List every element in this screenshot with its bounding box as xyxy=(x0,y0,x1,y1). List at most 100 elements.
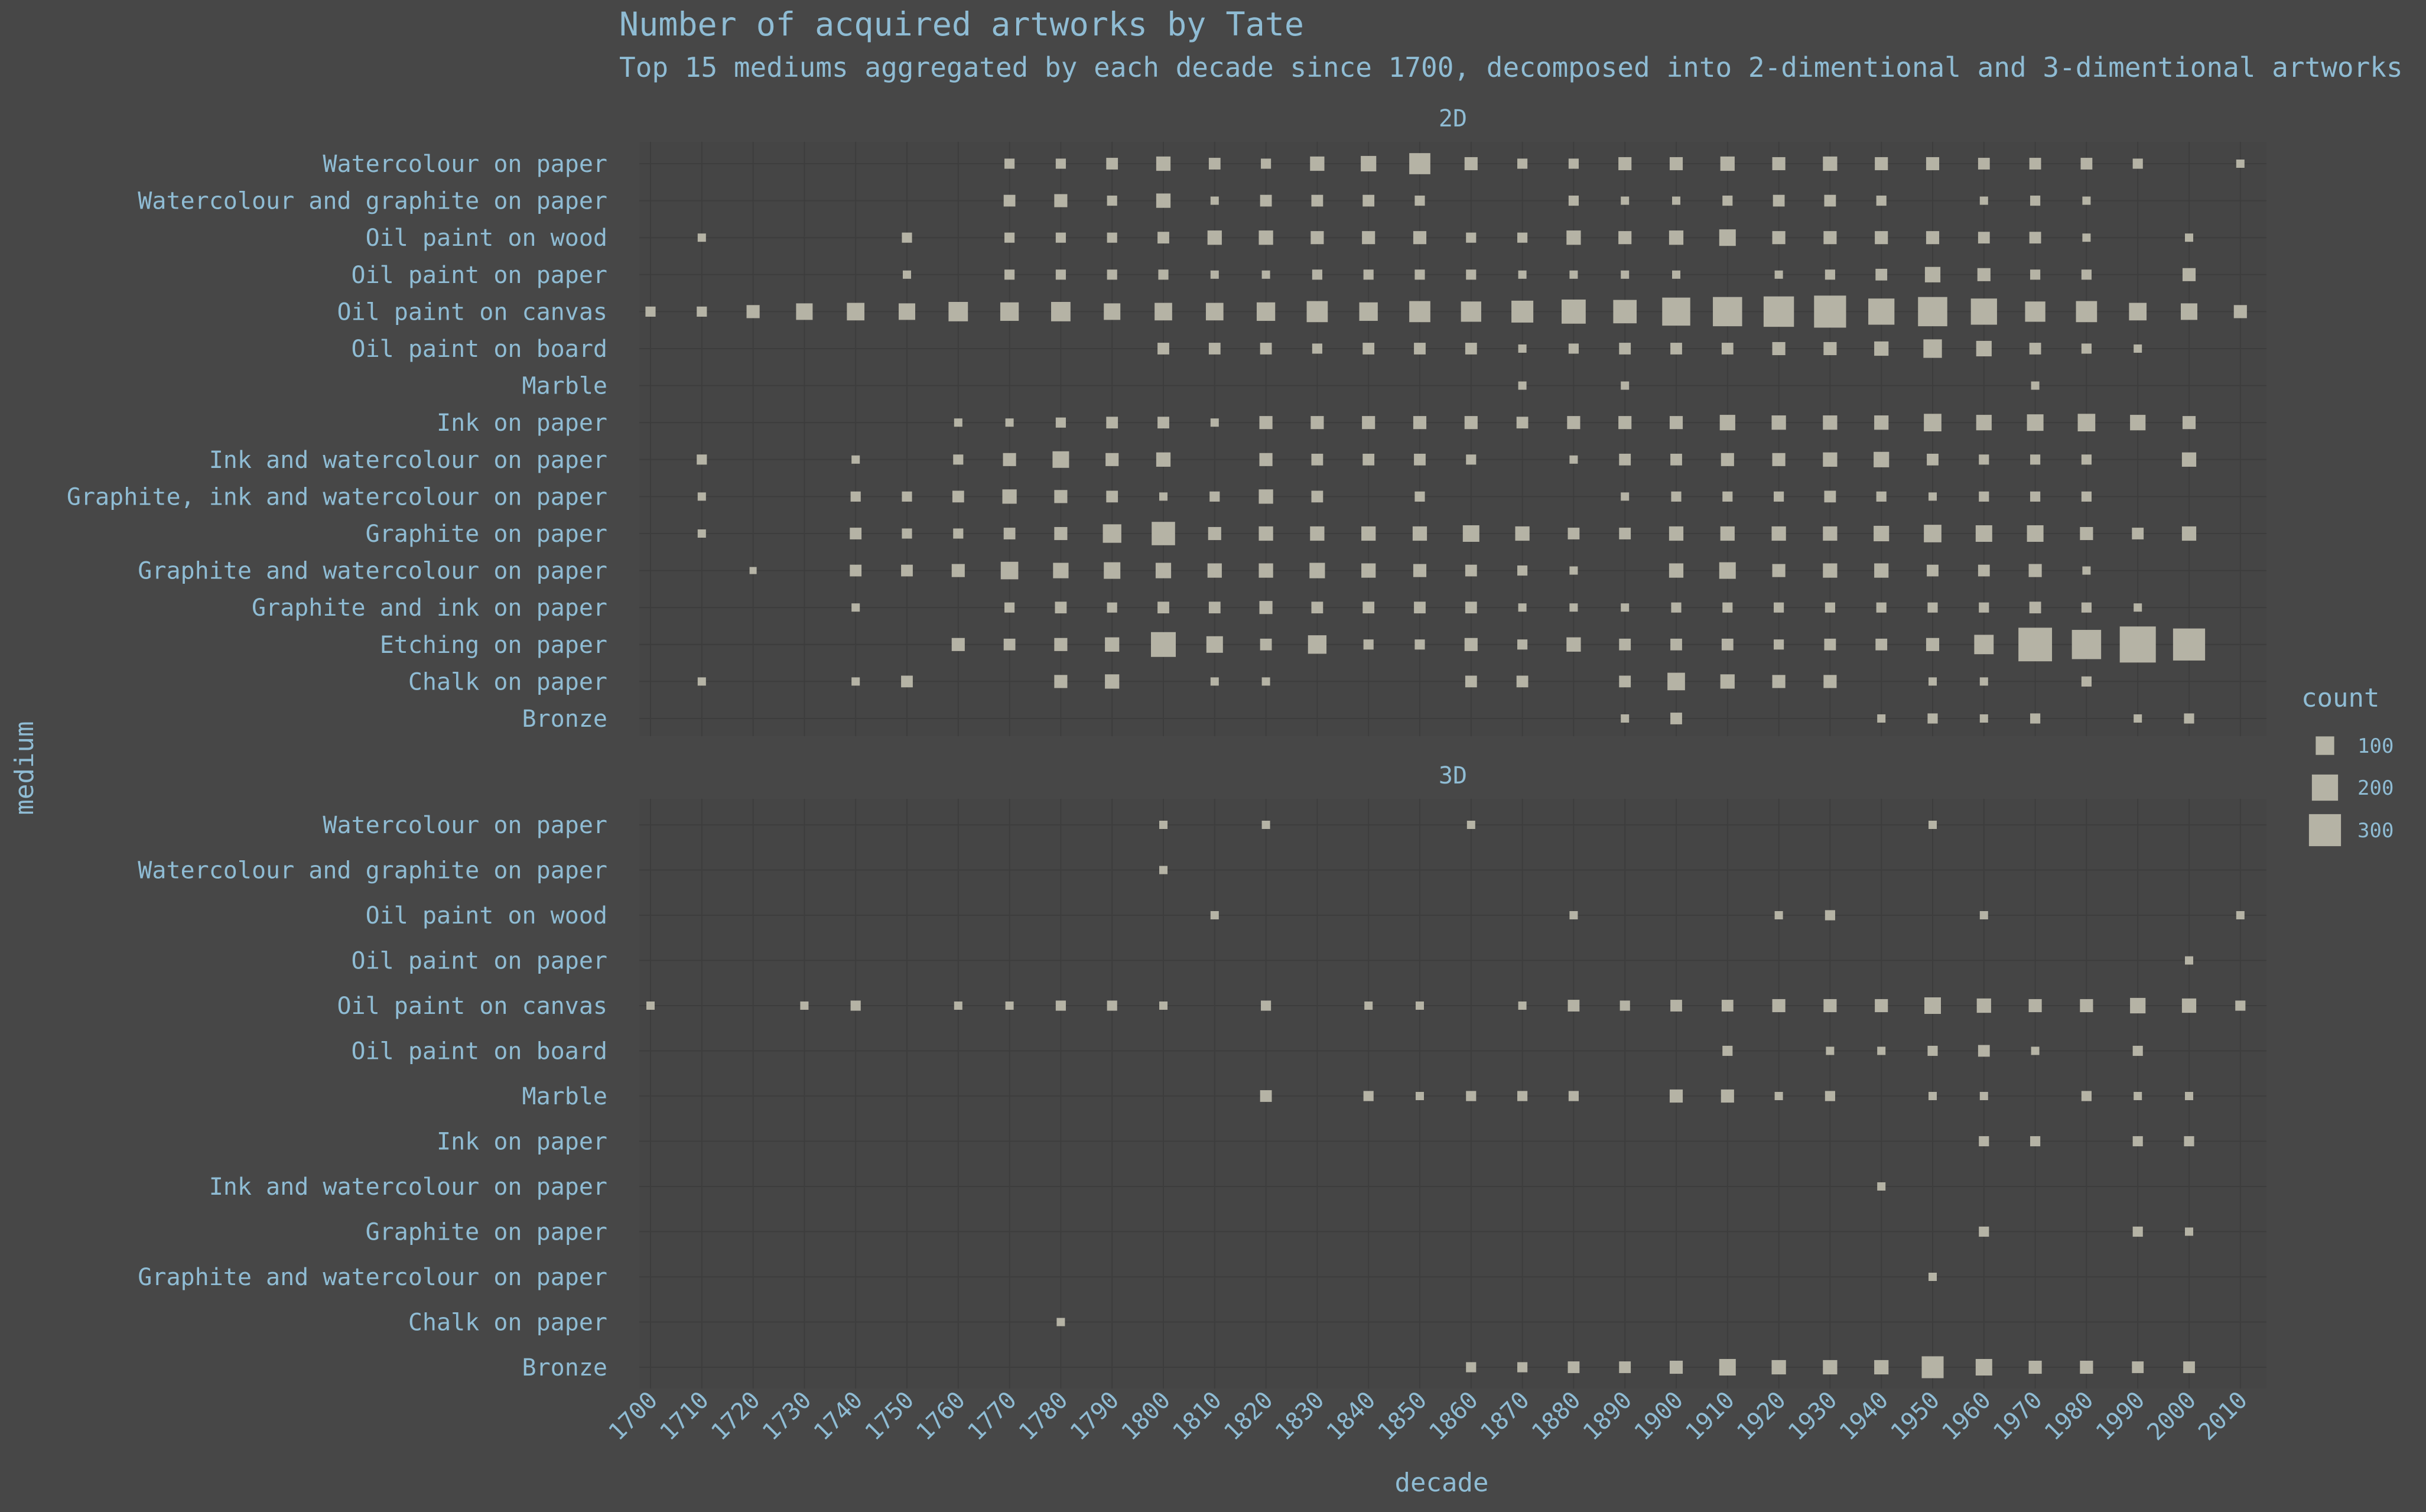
point-watercolour-on-paper-1800 xyxy=(1159,821,1168,829)
point-graphite-ink-and-watercolour-on-paper-1790 xyxy=(1106,490,1118,503)
point-oil-paint-on-board-1980 xyxy=(2081,343,2092,354)
facet-label: 3D xyxy=(1439,762,1467,789)
point-bronze-1960 xyxy=(1979,714,1988,723)
y-tick-label-graphite-on-paper: Graphite on paper xyxy=(366,521,607,548)
point-oil-paint-on-canvas-2010 xyxy=(2233,305,2247,318)
point-watercolour-and-graphite-on-paper-1800 xyxy=(1156,193,1171,208)
point-marble-1840 xyxy=(1363,1091,1374,1101)
point-ink-and-watercolour-on-paper-1740 xyxy=(851,455,860,464)
y-tick-label-oil-paint-on-canvas: Oil paint on canvas xyxy=(337,993,607,1020)
point-bronze-1920 xyxy=(1771,1360,1786,1375)
legend-key-200 xyxy=(2311,774,2339,801)
point-etching-on-paper-1860 xyxy=(1464,638,1478,651)
point-graphite-and-watercolour-on-paper-1840 xyxy=(1361,563,1376,578)
point-oil-paint-on-canvas-2000 xyxy=(2181,998,2197,1013)
point-graphite-ink-and-watercolour-on-paper-1950 xyxy=(1929,492,1937,501)
point-oil-paint-on-paper-1860 xyxy=(1466,269,1477,280)
point-oil-paint-on-canvas-1950 xyxy=(1924,997,1941,1014)
point-oil-paint-on-canvas-1860 xyxy=(1461,301,1481,322)
point-oil-paint-on-paper-1790 xyxy=(1107,269,1117,280)
point-ink-on-paper-1980 xyxy=(2077,414,2096,432)
point-oil-paint-on-board-1820 xyxy=(1260,343,1272,355)
point-graphite-ink-and-watercolour-on-paper-1970 xyxy=(2030,491,2041,502)
point-watercolour-on-paper-1840 xyxy=(1361,155,1377,172)
y-tick-label-chalk-on-paper: Chalk on paper xyxy=(408,1309,607,1337)
legend-title: count xyxy=(2301,683,2379,713)
point-oil-paint-on-wood-1810 xyxy=(1207,230,1222,245)
legend-label-100: 100 xyxy=(2357,734,2394,758)
y-tick-label-oil-paint-on-wood: Oil paint on wood xyxy=(366,902,607,929)
point-graphite-and-watercolour-on-paper-1910 xyxy=(1719,562,1736,579)
point-oil-paint-on-wood-1800 xyxy=(1157,232,1169,244)
legend-label-200: 200 xyxy=(2357,776,2394,800)
point-ink-and-watercolour-on-paper-1860 xyxy=(1466,454,1477,465)
point-graphite-on-paper-1800 xyxy=(1152,522,1175,545)
point-watercolour-and-graphite-on-paper-1800 xyxy=(1159,866,1168,874)
point-marble-1980 xyxy=(2081,1091,2092,1101)
point-oil-paint-on-wood-1980 xyxy=(2082,233,2091,242)
point-ink-on-paper-1810 xyxy=(1210,418,1219,427)
x-tick-label-1930: 1930 xyxy=(1783,1387,1843,1446)
point-watercolour-and-graphite-on-paper-1840 xyxy=(1362,194,1375,207)
point-graphite-and-watercolour-on-paper-1850 xyxy=(1413,564,1427,577)
point-oil-paint-on-paper-1770 xyxy=(1004,269,1015,280)
point-oil-paint-on-paper-1780 xyxy=(1055,269,1066,280)
point-oil-paint-on-canvas-1850 xyxy=(1416,1002,1424,1010)
point-oil-paint-on-paper-1830 xyxy=(1312,269,1322,280)
x-tick-label-1760: 1760 xyxy=(911,1387,971,1446)
point-graphite-on-paper-1990 xyxy=(2132,1226,2143,1237)
point-marble-1990 xyxy=(2134,1092,2142,1100)
point-marble-1960 xyxy=(1979,1092,1988,1100)
facet-2d-panel: 2D Watercolour on paper Watercolour and gr… xyxy=(67,105,2266,736)
point-ink-and-watercolour-on-paper-1770 xyxy=(1003,453,1016,466)
point-oil-paint-on-canvas-2010 xyxy=(2235,1000,2246,1011)
point-ink-on-paper-1940 xyxy=(1874,415,1889,430)
point-bronze-1930 xyxy=(1823,1360,1838,1375)
point-ink-and-watercolour-on-paper-2000 xyxy=(2181,452,2197,467)
point-ink-and-watercolour-on-paper-1850 xyxy=(1414,453,1426,466)
point-oil-paint-on-paper-1800 xyxy=(1158,269,1169,280)
y-tick-label-ink-and-watercolour-on-paper: Ink and watercolour on paper xyxy=(209,1173,607,1201)
point-oil-paint-on-board-1910 xyxy=(1722,1045,1733,1056)
point-graphite-ink-and-watercolour-on-paper-1710 xyxy=(697,492,706,501)
point-bronze-1890 xyxy=(1619,1361,1631,1373)
point-graphite-on-paper-1860 xyxy=(1462,525,1479,542)
point-oil-paint-on-wood-1790 xyxy=(1107,232,1117,243)
point-graphite-and-watercolour-on-paper-1920 xyxy=(1772,564,1786,577)
x-tick-label-1730: 1730 xyxy=(757,1387,817,1446)
point-etching-on-paper-1880 xyxy=(1566,637,1581,652)
point-marble-1870 xyxy=(1517,1091,1528,1101)
point-graphite-ink-and-watercolour-on-paper-1890 xyxy=(1621,492,1630,501)
point-watercolour-on-paper-1900 xyxy=(1669,157,1683,171)
point-ink-on-paper-1960 xyxy=(1976,415,1992,431)
point-graphite-and-ink-on-paper-1840 xyxy=(1362,601,1375,614)
point-marble-2000 xyxy=(2185,1092,2193,1100)
point-ink-and-watercolour-on-paper-1790 xyxy=(1105,453,1119,466)
point-graphite-and-ink-on-paper-1920 xyxy=(1774,602,1784,613)
point-graphite-and-ink-on-paper-1820 xyxy=(1259,601,1273,614)
point-oil-paint-on-canvas-1990 xyxy=(2129,303,2147,321)
point-bronze-1980 xyxy=(2080,1360,2093,1374)
point-graphite-and-watercolour-on-paper-1980 xyxy=(2082,566,2091,575)
point-bronze-1960 xyxy=(1975,1359,1992,1376)
point-oil-paint-on-board-1920 xyxy=(1772,342,1786,356)
point-oil-paint-on-paper-1930 xyxy=(1825,269,1835,280)
point-graphite-ink-and-watercolour-on-paper-1960 xyxy=(1979,491,1989,502)
point-graphite-and-watercolour-on-paper-1950 xyxy=(1929,1273,1937,1281)
x-axis-title: decade xyxy=(1395,1468,1489,1498)
point-graphite-on-paper-1900 xyxy=(1669,526,1684,541)
point-etching-on-paper-1900 xyxy=(1670,638,1682,651)
y-tick-label-watercolour-and-graphite-on-paper: Watercolour and graphite on paper xyxy=(138,188,607,215)
point-oil-paint-on-paper-1840 xyxy=(1363,269,1374,280)
point-chalk-on-paper-1900 xyxy=(1667,672,1685,691)
point-graphite-and-watercolour-on-paper-1900 xyxy=(1669,563,1684,578)
point-oil-paint-on-canvas-1800 xyxy=(1159,1002,1168,1010)
point-oil-paint-on-board-1940 xyxy=(1874,341,1889,356)
point-oil-paint-on-wood-1840 xyxy=(1362,231,1375,245)
point-watercolour-on-paper-1860 xyxy=(1464,157,1478,171)
point-chalk-on-paper-1960 xyxy=(1979,677,1988,686)
point-graphite-on-paper-1980 xyxy=(2080,526,2093,541)
point-watercolour-and-graphite-on-paper-1890 xyxy=(1621,196,1630,205)
point-etching-on-paper-1990 xyxy=(2119,626,2156,663)
